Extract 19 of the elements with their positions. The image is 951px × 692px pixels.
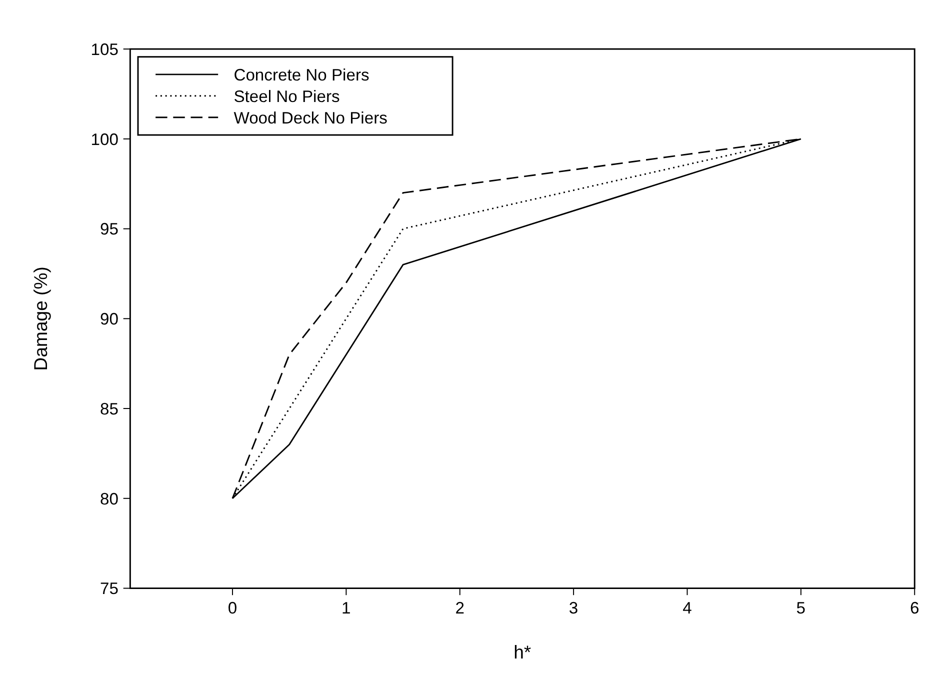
y-tick-label: 85 [100,399,118,418]
legend-label: Concrete No Piers [234,65,370,84]
y-tick-label: 105 [90,40,118,59]
x-tick-label: 4 [682,598,692,618]
y-tick-label: 90 [100,310,118,329]
x-tick-label: 3 [568,598,578,618]
x-tick-label: 0 [228,598,238,618]
y-tick-label: 100 [90,130,118,149]
legend-label: Wood Deck No Piers [234,108,388,128]
x-tick-label: 2 [455,598,464,618]
y-axis-title: Damage (%) [30,266,52,371]
x-tick-label: 6 [910,598,920,618]
x-tick-label: 5 [796,598,806,618]
y-tick-label: 95 [100,220,118,239]
x-axis-title: h* [514,642,532,663]
y-tick-label: 80 [100,489,118,508]
y-tick-label: 75 [100,579,118,598]
x-tick-label: 1 [342,598,351,618]
legend-label: Steel No Piers [234,86,340,106]
